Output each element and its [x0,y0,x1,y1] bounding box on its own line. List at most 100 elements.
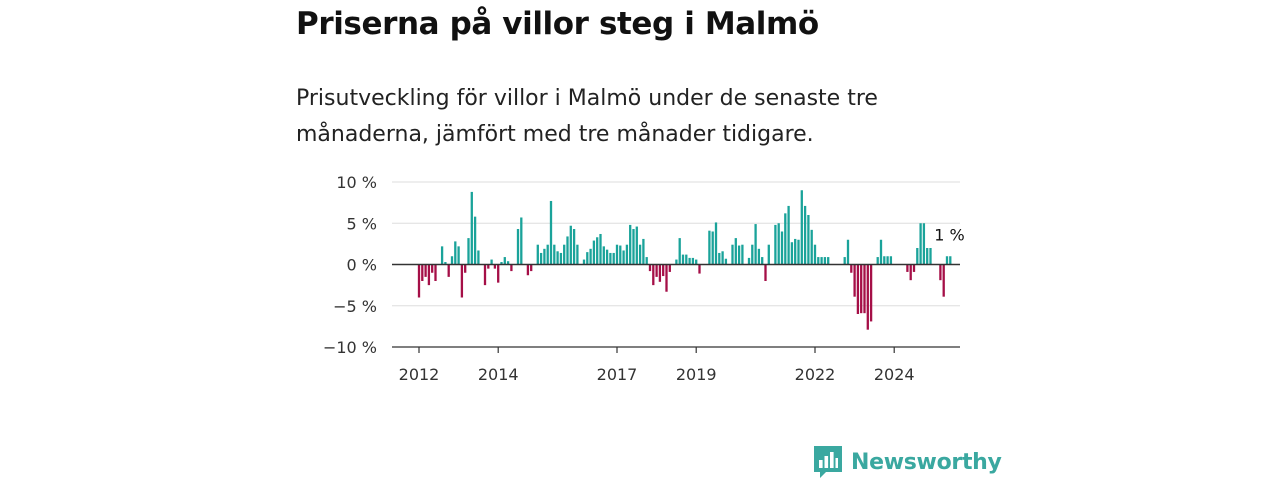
bar [454,241,457,265]
bar [942,264,945,297]
bar [685,254,688,265]
bar [869,264,873,322]
bar [662,264,665,277]
chart-title: Priserna på villor steg i Malmö [296,6,819,42]
bar [625,244,629,265]
bar [612,252,615,265]
bar [929,248,932,265]
bar [866,264,869,330]
bar [681,254,685,265]
bar [827,257,830,265]
bar [563,244,566,265]
bar [721,251,724,265]
bar [638,244,642,265]
bar [516,229,520,265]
bar [467,238,470,265]
bar [731,244,734,265]
bar [780,231,784,265]
bar [714,222,718,265]
bar [734,238,737,265]
bar [450,256,454,265]
last-value-label: 1 % [934,225,964,244]
bar [447,264,450,277]
bar [820,257,823,265]
bar [949,256,952,265]
bar [737,245,741,265]
y-tick-label: −10 % [323,338,377,357]
x-tick-label: 2017 [597,365,638,384]
bar [576,244,579,265]
bar [856,264,860,314]
bar [434,264,437,281]
bar [741,244,744,265]
x-tick-label: 2014 [478,365,519,384]
bar [919,223,922,265]
bar [860,264,863,314]
brand: Newsworthy [814,445,1002,479]
bar [876,257,879,265]
bar [464,264,467,273]
bar [444,262,447,265]
bar [506,261,510,265]
bar [853,264,856,297]
bar [675,259,678,265]
bar [695,259,698,265]
bar [879,239,883,265]
bar [863,264,866,314]
bar [708,230,711,265]
bar [724,258,728,265]
bar [823,257,827,265]
bar [457,246,460,265]
brand-name: Newsworthy [851,449,1002,475]
bar [747,257,751,265]
bar [619,245,622,265]
bar [642,238,645,265]
bar [850,264,853,273]
bar [520,217,523,265]
y-tick-label: 0 % [347,256,377,275]
y-tick-label: 10 % [336,173,377,192]
bar [751,244,754,265]
bar [553,244,556,265]
bar [615,244,619,265]
annotations: 1 % [934,225,964,244]
bar [605,249,609,265]
bar [572,229,576,265]
bar [546,244,549,265]
bar [635,226,638,265]
bar [810,229,813,265]
bar [761,257,764,265]
x-tick-label: 2012 [399,365,440,384]
bar [632,229,635,265]
bar [800,190,803,265]
bar [668,264,671,272]
bars [417,190,952,330]
bar [549,200,553,265]
bar [688,257,691,265]
bar [609,252,612,265]
bar [906,264,909,272]
x-tick-label: 2022 [795,365,836,384]
bar [487,264,490,269]
bar [599,233,602,265]
y-tick-label: 5 % [347,214,377,233]
bar [648,264,652,272]
bar [477,250,480,265]
bar [784,213,787,265]
bar [767,244,770,265]
bar [846,239,850,265]
bar [424,264,427,277]
bar [427,264,431,286]
bar [889,256,893,265]
bar [503,257,506,265]
newsworthy-logo-icon [814,446,842,478]
bar [790,242,794,265]
bar [536,244,539,265]
bar [757,248,761,265]
bar [926,248,929,265]
bar [493,264,497,269]
bar-chart: 10 % 5 % 0 % −5 % −10 % 2012 2014 2017 2019 2022… [323,173,965,384]
bar [658,264,662,282]
bar [622,250,625,265]
bar [922,223,926,265]
